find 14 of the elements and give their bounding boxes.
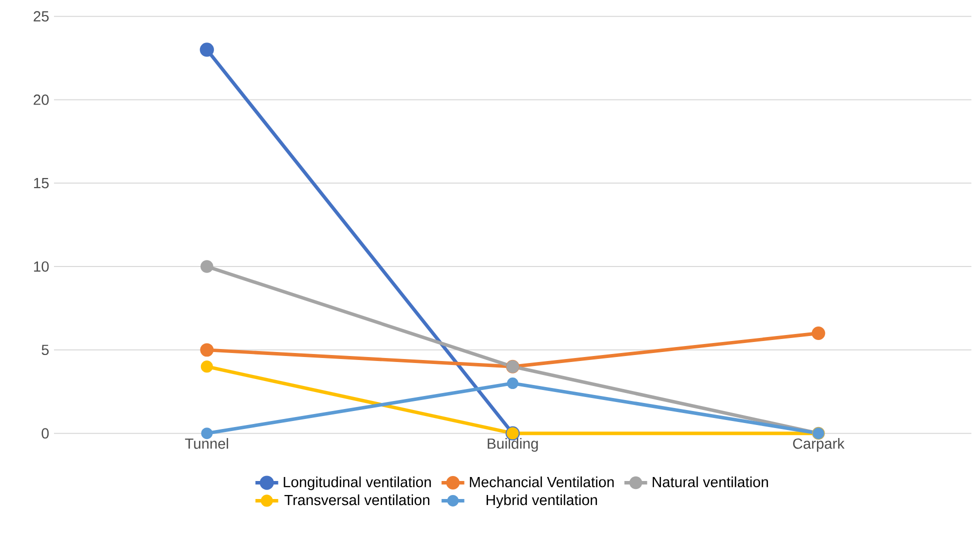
x-tick-label: Carpark (793, 438, 845, 452)
x-tick-label: Building (488, 438, 538, 452)
y-tick-label: 15 (34, 178, 49, 188)
legend-label: Transversal ventilation (284, 494, 430, 506)
legend-label: Mechancial Ventilation (470, 476, 614, 488)
x-tick-label: Tunnel (185, 438, 228, 449)
y-tick-label: 5 (42, 344, 49, 356)
legend-label: Longitudinal ventilation (284, 476, 431, 490)
legend-label: Natural ventilation (652, 476, 768, 488)
y-tick-label: 0 (42, 428, 49, 439)
y-tick-label: 10 (34, 261, 49, 272)
y-tick-label: 25 (34, 11, 49, 22)
legend-label: Hybrid ventilation (486, 494, 597, 508)
y-tick-label: 20 (34, 94, 49, 105)
